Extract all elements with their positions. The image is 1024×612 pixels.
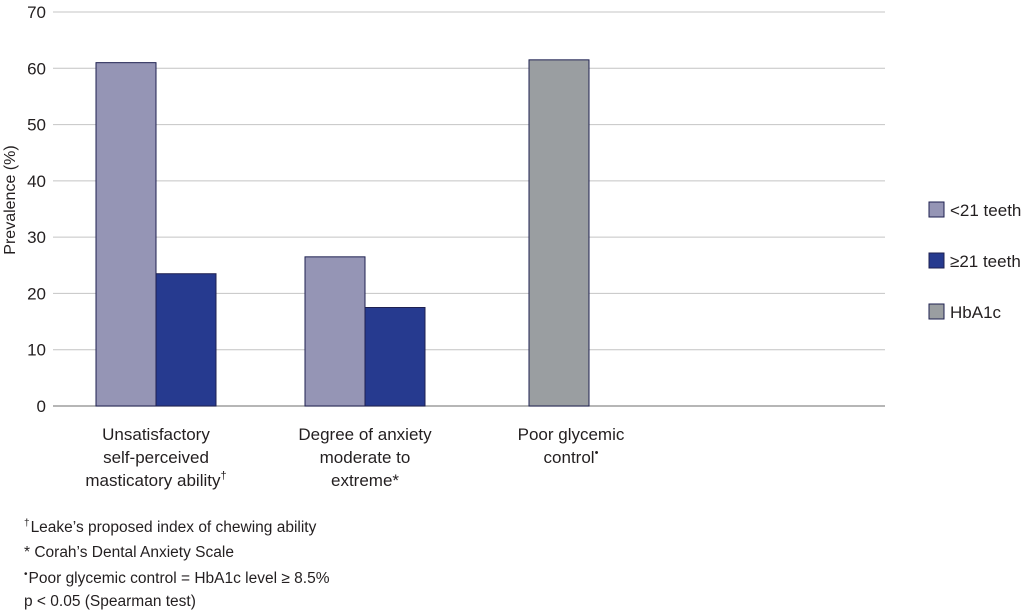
bar (364, 307, 426, 407)
x-category-label: Poor glycemic control• (518, 425, 625, 467)
bar (304, 256, 366, 407)
y-axis-ticks: 0 10 20 30 40 50 60 70 (27, 3, 46, 416)
x-category-label-line: Degree of anxiety (298, 425, 432, 444)
x-category-label-line: moderate to (320, 448, 411, 467)
footnote-anxiety-scale: * Corah’s Dental Anxiety Scale (24, 544, 234, 561)
y-tick-label: 70 (27, 3, 46, 22)
footnote-chewing-index: †Leake’s proposed index of chewing abili… (24, 519, 316, 536)
footnote-mark: † (220, 470, 226, 482)
x-category-label-line: Unsatisfactory (102, 425, 210, 444)
legend-swatch (928, 201, 945, 218)
y-tick-label: 20 (27, 284, 46, 303)
legend: <21 teeth ≥21 teeth HbA1c (928, 201, 1021, 322)
legend-swatch (928, 252, 945, 269)
legend-label: <21 teeth (950, 201, 1021, 220)
y-tick-label: 60 (27, 59, 46, 78)
dagger-mark: † (24, 518, 30, 529)
x-category-label-line: self-perceived (103, 448, 209, 467)
x-axis-categories: Unsatisfactory self-perceived masticatory … (85, 425, 624, 490)
x-category-label: Degree of anxiety moderate to extreme* (298, 425, 432, 490)
y-tick-label: 0 (37, 397, 46, 416)
legend-label: HbA1c (950, 303, 1002, 322)
bar (95, 62, 157, 407)
legend-swatch (928, 303, 945, 320)
y-tick-label: 50 (27, 116, 46, 135)
x-category-label-line: control (544, 448, 595, 467)
bar (155, 273, 217, 407)
footnote-glycemic-control-text: Poor glycemic control = HbA1c level ≥ 8.… (28, 570, 330, 587)
bars (95, 59, 590, 407)
bullet-mark: • (24, 569, 28, 580)
y-tick-label: 10 (27, 341, 46, 360)
bar (528, 59, 590, 407)
footnote-glycemic-control: •Poor glycemic control = HbA1c level ≥ 8… (24, 570, 330, 587)
x-category-label-line: masticatory ability (85, 471, 221, 490)
footnote-chewing-index-text: Leake’s proposed index of chewing abilit… (30, 519, 317, 536)
y-tick-label: 40 (27, 172, 46, 191)
x-category-label-line: Poor glycemic (518, 425, 625, 444)
x-category-label: Unsatisfactory self-perceived masticatory … (85, 425, 226, 490)
legend-label: ≥21 teeth (950, 252, 1021, 271)
footnote-significance: p < 0.05 (Spearman test) (24, 593, 196, 610)
y-axis-label: Prevalence (%) (2, 145, 19, 254)
y-tick-label: 30 (27, 228, 46, 247)
x-category-label-line: extreme* (331, 471, 399, 490)
footnote-mark: • (595, 447, 599, 459)
